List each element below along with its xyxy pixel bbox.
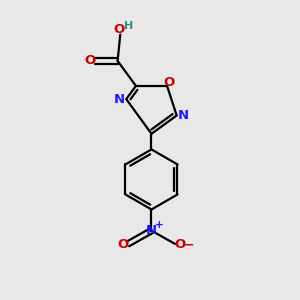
Text: O: O bbox=[84, 54, 95, 68]
Text: N: N bbox=[114, 93, 125, 106]
Text: O: O bbox=[175, 238, 186, 251]
Text: O: O bbox=[163, 76, 174, 89]
Text: +: + bbox=[154, 220, 163, 230]
Text: H: H bbox=[124, 21, 133, 31]
Text: O: O bbox=[113, 23, 124, 36]
Text: O: O bbox=[117, 238, 128, 251]
Text: N: N bbox=[178, 109, 189, 122]
Text: −: − bbox=[184, 238, 194, 251]
Text: N: N bbox=[146, 224, 157, 237]
